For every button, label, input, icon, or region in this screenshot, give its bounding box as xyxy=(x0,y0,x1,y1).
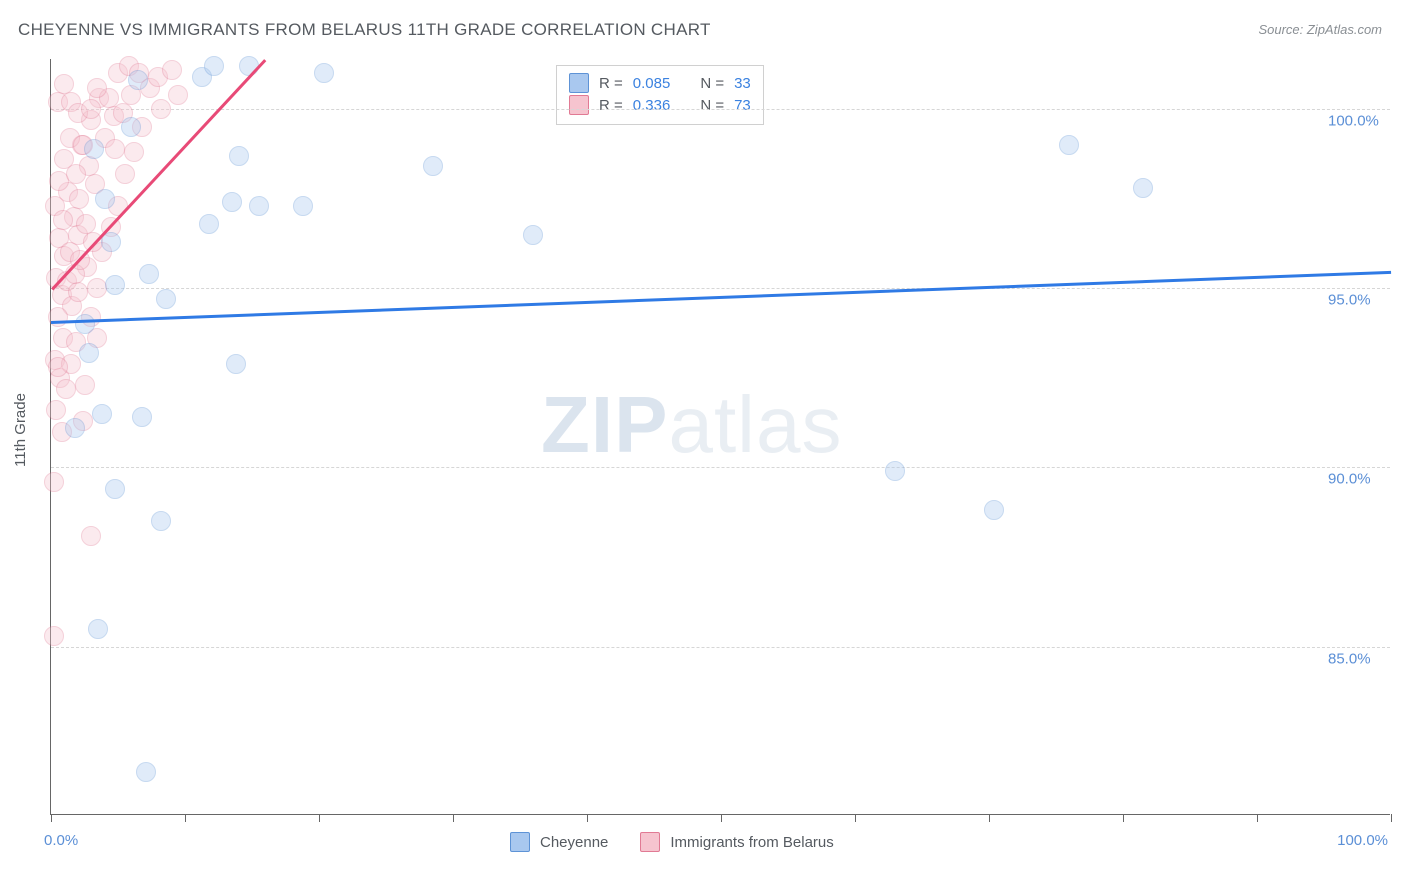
belarus-point xyxy=(69,189,89,209)
cheyenne-point xyxy=(84,139,104,159)
cheyenne-point xyxy=(229,146,249,166)
belarus-point xyxy=(151,99,171,119)
belarus-point xyxy=(81,99,101,119)
cheyenne-point xyxy=(1133,178,1153,198)
y-tick-label: 95.0% xyxy=(1328,292,1371,309)
legend-swatch xyxy=(510,832,530,852)
belarus-point xyxy=(115,164,135,184)
legend-swatch xyxy=(569,95,589,115)
cheyenne-point xyxy=(204,56,224,76)
cheyenne-point xyxy=(293,196,313,216)
cheyenne-point xyxy=(105,479,125,499)
belarus-point xyxy=(48,357,68,377)
source-attribution: Source: ZipAtlas.com xyxy=(1258,22,1382,37)
x-tick xyxy=(1257,814,1258,822)
x-tick xyxy=(51,814,52,822)
cheyenne-point xyxy=(79,343,99,363)
legend-swatch xyxy=(569,73,589,93)
chart-container: CHEYENNE VS IMMIGRANTS FROM BELARUS 11TH… xyxy=(0,0,1406,892)
cheyenne-point xyxy=(88,619,108,639)
cheyenne-point xyxy=(136,762,156,782)
belarus-point xyxy=(162,60,182,80)
x-tick xyxy=(1123,814,1124,822)
legend-swatch xyxy=(640,832,660,852)
cheyenne-point xyxy=(151,511,171,531)
cheyenne-point xyxy=(92,404,112,424)
cheyenne-point xyxy=(105,275,125,295)
y-axis-title: 11th Grade xyxy=(12,393,29,467)
belarus-point xyxy=(46,400,66,420)
legend-label: Immigrants from Belarus xyxy=(670,834,833,851)
belarus-point xyxy=(53,210,73,230)
belarus-point xyxy=(44,472,64,492)
cheyenne-point xyxy=(156,289,176,309)
belarus-point xyxy=(81,526,101,546)
cheyenne-point xyxy=(139,264,159,284)
cheyenne-point xyxy=(75,314,95,334)
chart-title: CHEYENNE VS IMMIGRANTS FROM BELARUS 11TH… xyxy=(18,20,711,40)
gridline xyxy=(51,467,1390,468)
cheyenne-point xyxy=(1059,135,1079,155)
watermark: ZIPatlas xyxy=(541,379,842,471)
cheyenne-point xyxy=(65,418,85,438)
n-value: 33 xyxy=(734,75,751,92)
cheyenne-point xyxy=(984,500,1004,520)
cheyenne-point xyxy=(249,196,269,216)
r-value: 0.336 xyxy=(633,97,671,114)
cheyenne-point xyxy=(226,354,246,374)
stats-legend-row: R = 0.085 N = 33 xyxy=(569,73,751,93)
y-tick-label: 100.0% xyxy=(1328,113,1379,130)
x-axis-max-label: 100.0% xyxy=(1337,832,1388,849)
belarus-point xyxy=(124,142,144,162)
n-value: 73 xyxy=(734,97,751,114)
belarus-point xyxy=(87,78,107,98)
belarus-point xyxy=(66,164,86,184)
plot-area: ZIPatlas R = 0.085 N = 33 R = 0.336 N = 73 xyxy=(50,59,1390,815)
x-tick xyxy=(855,814,856,822)
gridline xyxy=(51,109,1390,110)
x-tick xyxy=(989,814,990,822)
series-legend: Cheyenne Immigrants from Belarus xyxy=(510,832,856,852)
y-tick-label: 90.0% xyxy=(1328,471,1371,488)
y-tick-label: 85.0% xyxy=(1328,650,1371,667)
watermark-zip: ZIP xyxy=(541,380,668,469)
x-tick xyxy=(319,814,320,822)
gridline xyxy=(51,647,1390,648)
belarus-point xyxy=(68,282,88,302)
stats-legend: R = 0.085 N = 33 R = 0.336 N = 73 xyxy=(556,65,764,125)
gridline xyxy=(51,288,1390,289)
cheyenne-point xyxy=(423,156,443,176)
x-tick xyxy=(453,814,454,822)
cheyenne-point xyxy=(121,117,141,137)
cheyenne-point xyxy=(128,70,148,90)
cheyenne-point xyxy=(132,407,152,427)
cheyenne-trendline xyxy=(51,270,1391,323)
belarus-point xyxy=(48,307,68,327)
belarus-point xyxy=(75,375,95,395)
belarus-point xyxy=(87,278,107,298)
n-label: N = xyxy=(700,97,724,114)
cheyenne-point xyxy=(314,63,334,83)
belarus-point xyxy=(56,379,76,399)
cheyenne-point xyxy=(222,192,242,212)
n-label: N = xyxy=(700,75,724,92)
stats-legend-row: R = 0.336 N = 73 xyxy=(569,95,751,115)
x-tick xyxy=(185,814,186,822)
cheyenne-point xyxy=(885,461,905,481)
legend-label: Cheyenne xyxy=(540,834,608,851)
belarus-point xyxy=(105,139,125,159)
r-label: R = xyxy=(599,97,623,114)
watermark-atlas: atlas xyxy=(668,380,842,469)
x-axis-min-label: 0.0% xyxy=(44,832,78,849)
belarus-point xyxy=(168,85,188,105)
belarus-point xyxy=(44,626,64,646)
x-tick xyxy=(587,814,588,822)
cheyenne-point xyxy=(523,225,543,245)
r-value: 0.085 xyxy=(633,75,671,92)
r-label: R = xyxy=(599,75,623,92)
cheyenne-point xyxy=(95,189,115,209)
x-tick xyxy=(1391,814,1392,822)
cheyenne-point xyxy=(199,214,219,234)
x-tick xyxy=(721,814,722,822)
